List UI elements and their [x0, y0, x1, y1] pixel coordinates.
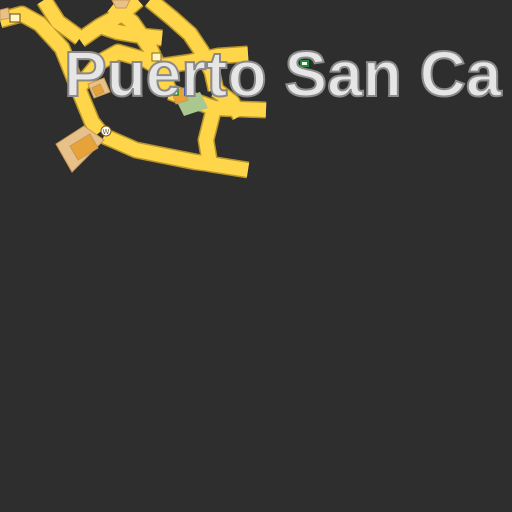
building — [0, 7, 11, 21]
landuse — [0, 0, 208, 173]
road-segment — [101, 129, 213, 171]
bus-stop-icon[interactable] — [184, 88, 194, 96]
building — [91, 83, 105, 97]
parking-icon[interactable] — [300, 60, 309, 67]
road-segment — [145, 0, 223, 92]
road-segment — [97, 19, 163, 45]
road-segment — [199, 106, 250, 177]
road-segment — [0, 7, 106, 137]
building — [69, 133, 99, 161]
shop-icon[interactable] — [151, 52, 162, 62]
toilets-icon[interactable] — [9, 13, 21, 23]
road-segment — [74, 45, 180, 91]
building — [111, 0, 131, 9]
poi-layer: W — [9, 13, 309, 137]
restaurant-icon[interactable]: W — [100, 125, 112, 137]
road-segment — [161, 47, 249, 73]
road-segment — [75, 0, 143, 46]
road-segment — [211, 84, 247, 120]
poi-icon[interactable] — [169, 87, 179, 96]
svg-text:W: W — [103, 128, 110, 136]
road-segment — [38, 0, 85, 44]
road-segment — [107, 0, 177, 95]
road-network — [0, 0, 267, 179]
